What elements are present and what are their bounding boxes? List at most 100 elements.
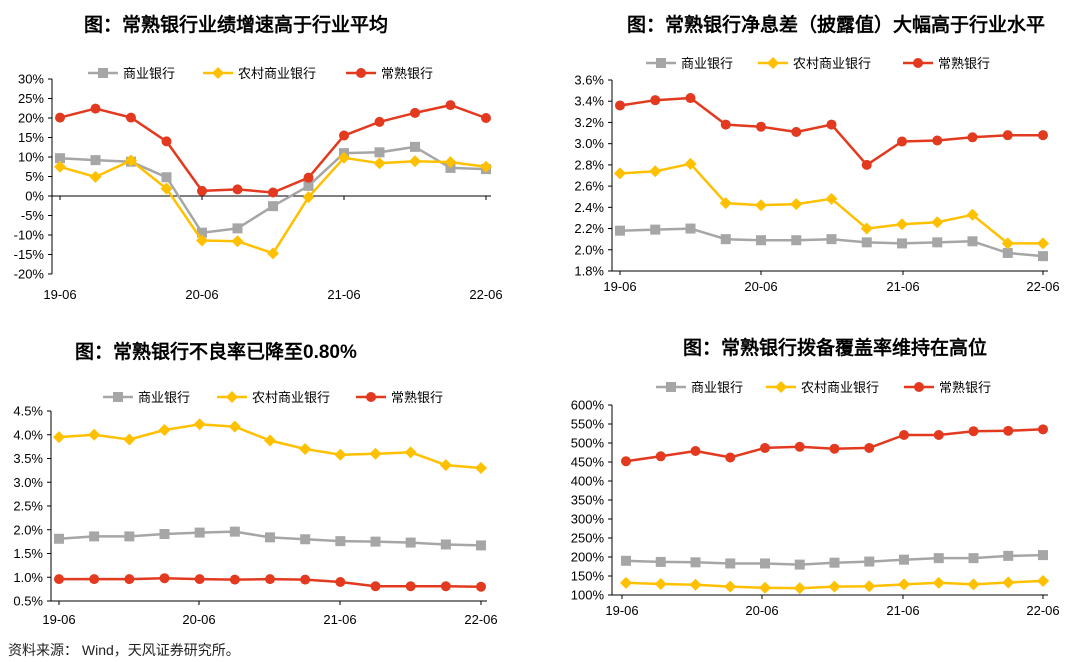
data-point [228, 420, 241, 433]
chart-title-provision-coverage: 图：常熟银行拨备覆盖率维持在高位 [683, 338, 988, 359]
data-point [405, 581, 416, 592]
data-point [476, 581, 486, 592]
y-tick-label: 3.6% [574, 73, 604, 88]
data-point [968, 426, 979, 437]
data-point [690, 445, 701, 456]
data-point [932, 237, 943, 248]
y-tick-label: 4.0% [13, 427, 43, 442]
legend-label: 农村商业银行 [793, 56, 871, 71]
legend-label: 常熟银行 [381, 66, 433, 81]
data-point [268, 187, 278, 198]
data-point [966, 208, 979, 221]
data-point [655, 451, 666, 462]
data-point [369, 447, 382, 460]
data-point [265, 574, 275, 585]
data-point [725, 452, 736, 463]
data-point [124, 574, 135, 585]
data-point [405, 537, 416, 548]
data-source-note: 资料来源： Wind，天风证券研究所。 [8, 642, 240, 658]
x-tick-label: 20-06 [745, 603, 778, 618]
y-tick-label: 2.4% [574, 200, 604, 215]
data-point [621, 456, 631, 467]
data-point [760, 558, 770, 569]
x-tick-label: 20-06 [744, 279, 777, 294]
data-point [161, 136, 172, 147]
data-point [932, 576, 945, 589]
data-point [158, 424, 171, 436]
data-point [338, 151, 350, 164]
y-tick-label: 1.0% [13, 570, 43, 585]
x-tick-label: 21-06 [886, 279, 919, 294]
data-point [1003, 550, 1014, 561]
y-tick-label: 2.5% [13, 499, 43, 514]
legend-marker [666, 382, 676, 392]
y-tick-label: 1.8% [574, 264, 604, 279]
x-tick-label: 21-06 [886, 603, 919, 618]
legend-marker [366, 392, 376, 402]
y-tick-label: 2.8% [574, 157, 604, 172]
data-point [791, 235, 802, 246]
legend-label: 常熟银行 [391, 390, 443, 405]
data-point [265, 532, 275, 543]
data-point [1037, 237, 1049, 250]
data-point [229, 526, 240, 537]
legend-label: 农村商业银行 [238, 66, 316, 81]
chart-title-profit-growth: 图：常熟银行业绩增速高于行业平均 [84, 15, 389, 36]
x-tick-label: 19-06 [605, 603, 638, 618]
y-tick-label: 100% [571, 588, 605, 603]
data-point [654, 577, 667, 590]
data-point [896, 218, 908, 231]
data-point [268, 201, 278, 212]
legend-label: 商业银行 [691, 380, 743, 395]
data-point [194, 574, 205, 585]
data-point [899, 430, 909, 441]
data-point [620, 576, 632, 589]
data-point [409, 155, 421, 168]
data-point [863, 580, 876, 593]
data-point [655, 556, 666, 567]
data-point [299, 443, 312, 455]
chart-provision-coverage: 600% 550% 500% 450% 400% 350% 300% 250% 200% 150%… [571, 380, 1060, 618]
series-line-2 [619, 96, 1043, 167]
data-point [1038, 251, 1048, 262]
data-point [756, 235, 766, 246]
y-tick-label: 2.6% [574, 179, 604, 194]
data-point [193, 418, 206, 431]
data-point [967, 236, 978, 247]
data-point [300, 574, 311, 585]
x-tick-label: 22-06 [464, 612, 497, 627]
legend-label: 商业银行 [138, 390, 190, 405]
data-point [90, 103, 101, 114]
x-tick-label: 19-06 [43, 287, 76, 302]
y-tick-label: 3.5% [13, 451, 43, 466]
y-tick-label: 20% [18, 111, 44, 126]
data-point [229, 574, 240, 585]
data-point [475, 462, 487, 474]
data-point [159, 529, 170, 540]
y-tick-label: 30% [18, 72, 44, 87]
data-point [829, 557, 840, 568]
y-tick-label: -10% [14, 228, 45, 243]
y-tick-label: 500% [571, 436, 605, 451]
chart-profit-growth: 30% 25% 20% 15% 10% 5% 0% -5% -10% -15% -20% 19-06 2… [14, 66, 503, 302]
y-tick-label: 2.0% [13, 522, 43, 537]
chart-net-interest-margin: 3.6% 3.4% 3.2% 3.0% 2.8% 2.6% 2.4% 2.2% 2.0% 1.8%… [574, 56, 1059, 294]
data-point [334, 448, 347, 461]
data-point [615, 225, 625, 236]
chart-npl-ratio: 4.5% 4.0% 3.5% 3.0% 2.5% 2.0% 1.5% 1.0% 0.5% 19-0… [13, 390, 497, 627]
legend-marker [226, 391, 238, 403]
data-point [829, 443, 840, 454]
data-point [719, 197, 732, 210]
data-point [125, 154, 137, 167]
y-tick-label: -20% [14, 267, 45, 282]
data-point [439, 459, 452, 472]
data-point [790, 198, 803, 211]
data-point [194, 527, 205, 538]
data-point [967, 132, 978, 143]
data-point [897, 136, 907, 147]
data-point [1001, 237, 1014, 250]
data-point [650, 224, 661, 235]
data-point [267, 247, 279, 260]
data-point [615, 100, 625, 111]
y-tick-label: -15% [14, 247, 45, 262]
